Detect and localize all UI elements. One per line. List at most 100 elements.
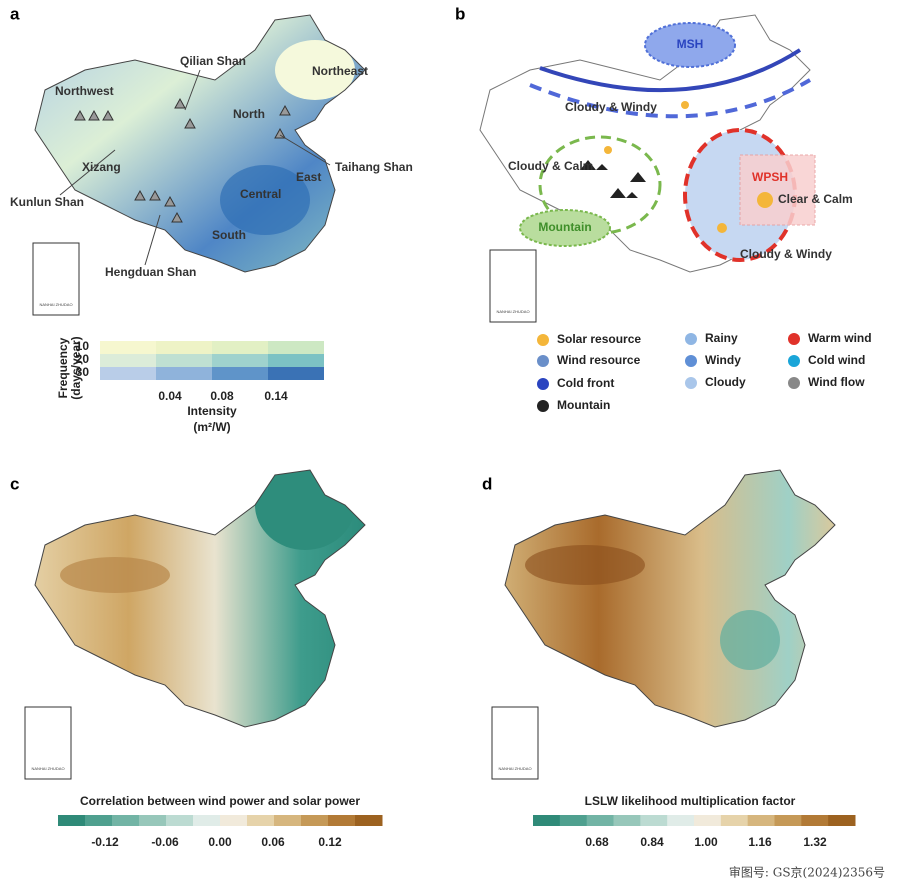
map-shape bbox=[505, 470, 835, 727]
legend-cell bbox=[156, 341, 212, 354]
legend-tick: 0.04 bbox=[158, 389, 182, 403]
colorbar-tick: 1.00 bbox=[694, 835, 718, 849]
map-shape bbox=[274, 127, 286, 139]
legend-cell bbox=[268, 354, 324, 367]
map-label: Mountain bbox=[538, 220, 591, 234]
panel-letter: a bbox=[10, 4, 20, 23]
map-shape bbox=[149, 189, 161, 201]
colorbar-cell bbox=[613, 815, 641, 826]
map-label: Central bbox=[240, 187, 281, 201]
colorbar-cell bbox=[559, 815, 588, 826]
map-label: Cloudy & Windy bbox=[565, 100, 657, 114]
legend-cell bbox=[268, 367, 324, 380]
map-label: Northwest bbox=[55, 84, 114, 98]
map-a bbox=[34, 14, 366, 273]
map-shape bbox=[220, 165, 310, 235]
colorbar: -0.12 -0.06 0.00 0.06 0.12 bbox=[58, 815, 383, 849]
legend-cell bbox=[212, 367, 268, 380]
legend-symbol bbox=[685, 377, 697, 389]
map-shape bbox=[144, 214, 161, 266]
map-label: Taihang Shan bbox=[335, 160, 413, 174]
legend-label: Mountain bbox=[557, 398, 610, 412]
legend-label: Rainy bbox=[705, 331, 738, 345]
legend-label: Cold wind bbox=[808, 353, 865, 367]
map-shape bbox=[757, 192, 773, 208]
legend-symbol bbox=[788, 333, 800, 345]
inset-label: NANHAI ZHUDAO bbox=[496, 309, 529, 314]
map-shape bbox=[681, 101, 689, 109]
map-shape bbox=[35, 470, 365, 727]
panel-letter: c bbox=[10, 474, 19, 493]
map-shape bbox=[74, 109, 86, 121]
bivariate-legend bbox=[100, 341, 324, 380]
panel-letter: b bbox=[455, 4, 465, 23]
map-shape bbox=[164, 195, 176, 207]
map-shape bbox=[171, 211, 183, 223]
colorbar-cell bbox=[112, 815, 140, 826]
inset-label: NANHAI ZHUDAO bbox=[39, 302, 72, 307]
colorbar-cell bbox=[694, 815, 722, 826]
map-shape bbox=[525, 545, 645, 585]
inset-frame bbox=[491, 706, 539, 780]
legend-symbol bbox=[537, 378, 549, 390]
insets: NANHAI ZHUDAO NANHAI ZHUDAO NANHAI ZHUDAO N… bbox=[24, 242, 539, 780]
map-shape bbox=[580, 160, 646, 198]
map-label: Northeast bbox=[312, 64, 368, 78]
legend-symbol bbox=[788, 377, 800, 389]
map-shape bbox=[88, 109, 100, 121]
map-label: WPSH bbox=[752, 170, 788, 184]
map-shape bbox=[134, 189, 146, 201]
legend-tick: 0.08 bbox=[210, 389, 234, 403]
colorbar-cell bbox=[355, 815, 383, 826]
map-label: Hengduan Shan bbox=[105, 265, 196, 279]
legend-symbol bbox=[537, 400, 549, 412]
legend-cell bbox=[268, 341, 324, 354]
map-label: Qilian Shan bbox=[180, 54, 246, 68]
map-shape bbox=[174, 97, 186, 109]
map-shape bbox=[519, 209, 611, 247]
map-shape bbox=[539, 48, 802, 93]
inset-label: NANHAI ZHUDAO bbox=[31, 766, 64, 771]
map-d bbox=[504, 469, 836, 728]
colorbar-tick: 1.32 bbox=[803, 835, 827, 849]
legend-label: Windy bbox=[705, 353, 741, 367]
legend-label: Warm wind bbox=[808, 331, 872, 345]
map-shape bbox=[35, 15, 365, 272]
colorbar-cell bbox=[720, 815, 749, 826]
map-label: Cloudy & Windy bbox=[740, 247, 832, 261]
legend-label: Wind flow bbox=[808, 375, 865, 389]
colorbar-tick: 0.00 bbox=[208, 835, 232, 849]
map-shape bbox=[184, 117, 196, 129]
map-label: MSH bbox=[677, 37, 704, 51]
colorbar-title: LSLW likelihood multiplication factor bbox=[585, 794, 796, 808]
legend-cell bbox=[100, 354, 156, 367]
colorbar-cell bbox=[166, 815, 194, 826]
legend-tick: 0.14 bbox=[264, 389, 288, 403]
map-shape bbox=[644, 22, 736, 68]
map-label: Xizang bbox=[82, 160, 121, 174]
legend-label: Solar resource bbox=[557, 332, 641, 346]
map-shape bbox=[184, 69, 201, 111]
inset-label: NANHAI ZHUDAO bbox=[498, 766, 531, 771]
symbol-legend: Solar resource Wind resource Cold front Mou… bbox=[537, 331, 872, 412]
leader-lines bbox=[59, 69, 331, 266]
colorbar-tick: -0.12 bbox=[91, 835, 119, 849]
legend-cell bbox=[100, 341, 156, 354]
legend-symbol bbox=[537, 334, 549, 346]
map-shape bbox=[279, 104, 291, 116]
inset-frame bbox=[24, 706, 72, 780]
map-shape bbox=[255, 470, 355, 550]
legend-symbol bbox=[788, 355, 800, 367]
map-shape bbox=[720, 610, 780, 670]
colorbar-cell bbox=[747, 815, 775, 826]
colorbar-cell bbox=[274, 815, 302, 826]
legend-unit: (m²/W) bbox=[193, 420, 230, 434]
legend-label: Wind resource bbox=[557, 353, 641, 367]
panel-letter: d bbox=[482, 474, 492, 493]
colorbar-title: Correlation between wind power and solar… bbox=[80, 794, 360, 808]
map-label: Cloudy & Calm bbox=[508, 159, 593, 173]
map-shape bbox=[717, 223, 727, 233]
legend-cell bbox=[212, 341, 268, 354]
map-shape bbox=[739, 154, 816, 226]
colorbar-tick: 0.84 bbox=[640, 835, 664, 849]
